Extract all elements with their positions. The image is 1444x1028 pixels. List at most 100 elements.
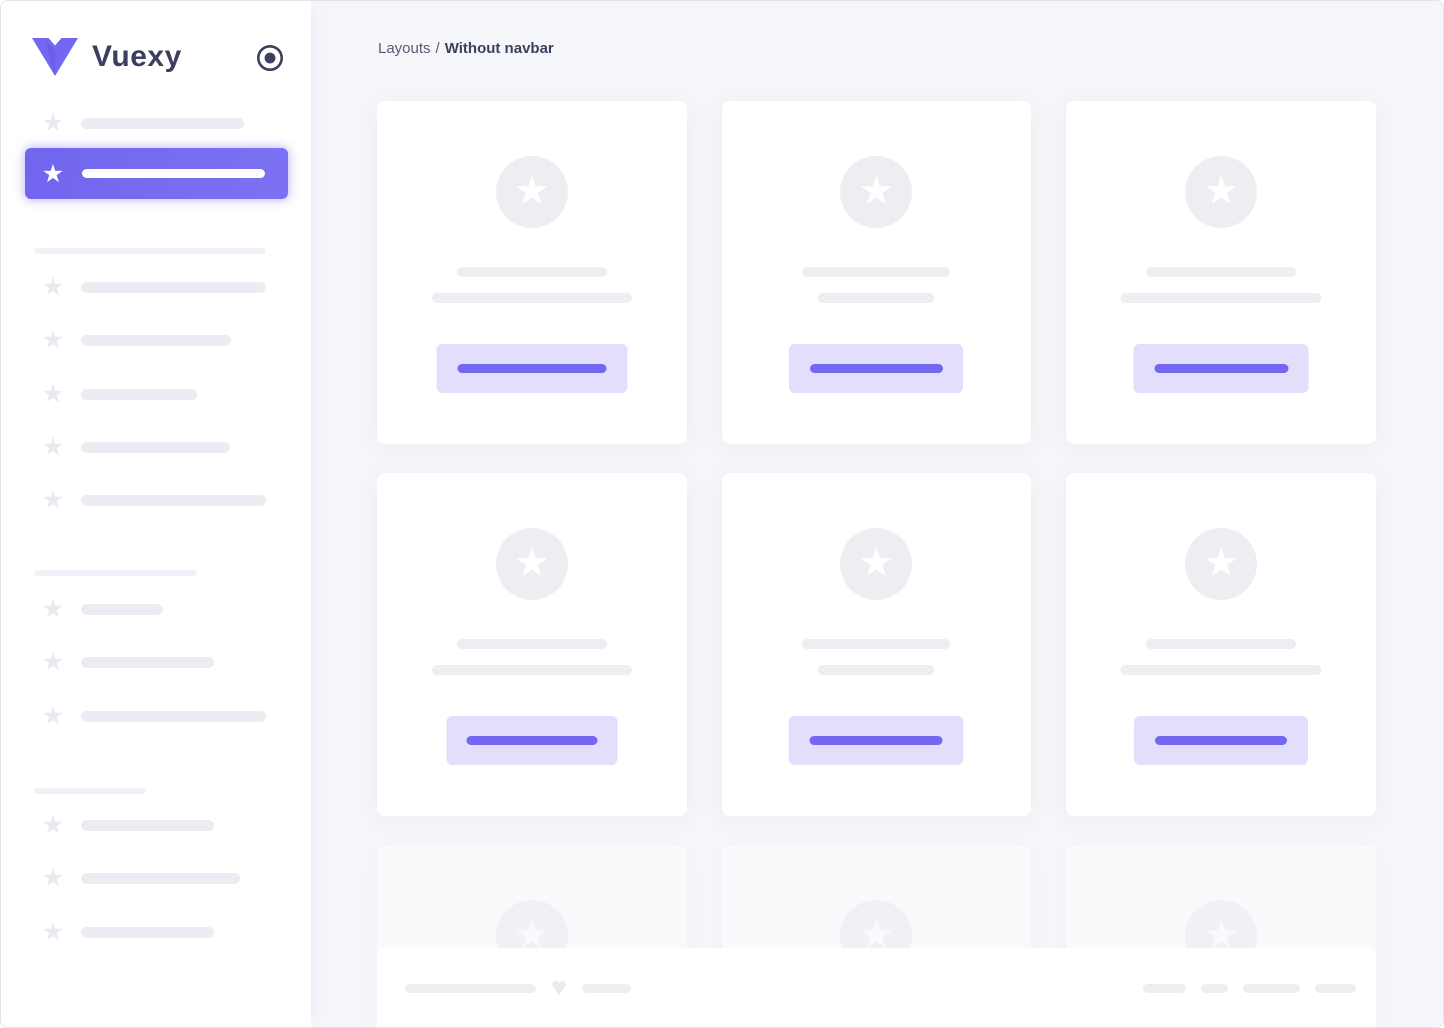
star-icon: ★ <box>41 864 65 892</box>
skeleton-bar <box>81 334 231 346</box>
skeleton-bar <box>81 819 214 831</box>
card: ★ <box>721 473 1032 816</box>
card-button[interactable] <box>788 716 964 765</box>
card-avatar: ★ <box>840 156 913 228</box>
star-icon: ★ <box>1203 912 1240 957</box>
card-text-skeleton <box>456 639 607 649</box>
star-icon: ★ <box>1203 168 1240 213</box>
star-icon: ★ <box>41 159 65 188</box>
sidebar-item-skeleton[interactable]: ★ <box>41 273 266 301</box>
star-icon: ★ <box>1203 540 1240 585</box>
card-text-skeleton <box>456 267 607 277</box>
card: ★ <box>1066 473 1376 816</box>
card-grid: ★ ★ ★ ★ ★ ★ ★ ★ ★ <box>377 101 1376 1027</box>
footer-text-skeleton <box>405 984 536 993</box>
card-text-skeleton <box>817 665 935 675</box>
card-avatar: ★ <box>495 528 568 600</box>
star-icon: ★ <box>41 702 65 730</box>
card-button-label-skeleton <box>809 736 943 745</box>
card-text-skeleton <box>802 639 951 649</box>
star-icon: ★ <box>858 168 895 213</box>
sidebar-item-skeleton[interactable]: ★ <box>41 811 214 839</box>
card-button[interactable] <box>436 344 628 393</box>
card-text-skeleton <box>1146 639 1297 649</box>
sidebar-item-skeleton[interactable]: ★ <box>41 702 266 730</box>
sidebar-menu: ★ ★ ★ ★ ★ ★ ★ ★ ★ ★ ★ ★ ★ <box>1 1 311 1027</box>
skeleton-bar <box>81 494 266 506</box>
card-text-skeleton <box>802 267 951 277</box>
star-icon: ★ <box>513 168 550 213</box>
card-button[interactable] <box>1133 344 1309 393</box>
star-icon: ★ <box>41 433 65 461</box>
star-icon: ★ <box>41 918 65 946</box>
sidebar-item-skeleton[interactable]: ★ <box>41 486 266 514</box>
heart-icon: ♥ <box>551 971 568 1002</box>
card-avatar: ★ <box>495 156 568 228</box>
sidebar-item-skeleton[interactable]: ★ <box>41 918 214 946</box>
breadcrumb: Layouts / Without navbar <box>378 40 554 57</box>
menu-section-skeleton <box>34 570 197 576</box>
star-icon: ★ <box>41 326 65 354</box>
breadcrumb-parent[interactable]: Layouts <box>378 40 431 57</box>
star-icon: ★ <box>513 540 550 585</box>
card-text-skeleton <box>431 293 632 303</box>
sidebar-item-skeleton[interactable]: ★ <box>41 326 231 354</box>
star-icon: ★ <box>858 540 895 585</box>
card: ★ <box>377 473 687 816</box>
star-icon: ★ <box>41 486 65 514</box>
footer-bar: ♥ <box>377 948 1376 1027</box>
brand-logo[interactable]: Vuexy <box>31 37 182 77</box>
star-icon: ★ <box>513 912 550 957</box>
sidebar-item-skeleton[interactable]: ★ <box>41 648 214 676</box>
menu-section-skeleton <box>34 788 146 794</box>
card-button[interactable] <box>789 344 964 393</box>
star-icon: ★ <box>41 648 65 676</box>
skeleton-bar <box>81 926 214 938</box>
footer-text-skeleton <box>1243 984 1300 993</box>
card-button-label-skeleton <box>466 736 598 745</box>
card: ★ <box>1066 101 1376 444</box>
footer-text-skeleton <box>1143 984 1186 993</box>
star-icon: ★ <box>41 109 65 137</box>
menu-pin-radio-icon[interactable] <box>256 44 284 72</box>
skeleton-bar <box>81 710 266 722</box>
main-content: Layouts / Without navbar ★ ★ ★ ★ ★ ★ ★ ★ ★ ♥ <box>311 1 1443 1027</box>
skeleton-bar <box>81 281 266 293</box>
footer-left: ♥ <box>405 971 632 1002</box>
card-text-skeleton <box>1120 665 1322 675</box>
footer-text-skeleton <box>1315 984 1356 993</box>
sidebar-item-skeleton[interactable]: ★ <box>41 382 197 407</box>
breadcrumb-separator: / <box>435 40 440 57</box>
breadcrumb-current: Without navbar <box>444 40 554 57</box>
sidebar-item-skeleton[interactable]: ★ <box>41 595 163 623</box>
sidebar-item-skeleton[interactable]: ★ <box>41 864 240 892</box>
footer-text-skeleton <box>1201 984 1228 993</box>
sidebar-item-skeleton[interactable]: ★ <box>41 109 244 137</box>
skeleton-bar <box>81 603 163 615</box>
vuexy-v-icon <box>32 38 78 76</box>
sidebar-item-active[interactable]: ★ <box>25 148 288 199</box>
card-avatar: ★ <box>1185 156 1258 228</box>
skeleton-bar <box>81 872 240 884</box>
card-button[interactable] <box>1134 716 1309 765</box>
footer-text-skeleton <box>582 984 632 993</box>
brand-name: Vuexy <box>92 40 182 73</box>
star-icon: ★ <box>41 273 65 301</box>
card-button-label-skeleton <box>809 364 943 373</box>
card-text-skeleton <box>1120 293 1322 303</box>
sidebar-item-skeleton[interactable]: ★ <box>41 433 230 461</box>
skeleton-bar <box>82 169 265 178</box>
star-icon: ★ <box>41 811 65 839</box>
card-avatar: ★ <box>1185 528 1258 600</box>
skeleton-bar <box>81 388 197 400</box>
card-avatar: ★ <box>840 528 913 600</box>
menu-section-skeleton <box>34 248 266 254</box>
sidebar-header: Vuexy <box>1 1 311 101</box>
skeleton-bar <box>81 656 214 668</box>
card-button[interactable] <box>446 716 618 765</box>
card: ★ <box>721 101 1032 444</box>
star-icon: ★ <box>41 595 65 623</box>
card: ★ <box>377 101 687 444</box>
star-icon: ★ <box>858 912 895 957</box>
